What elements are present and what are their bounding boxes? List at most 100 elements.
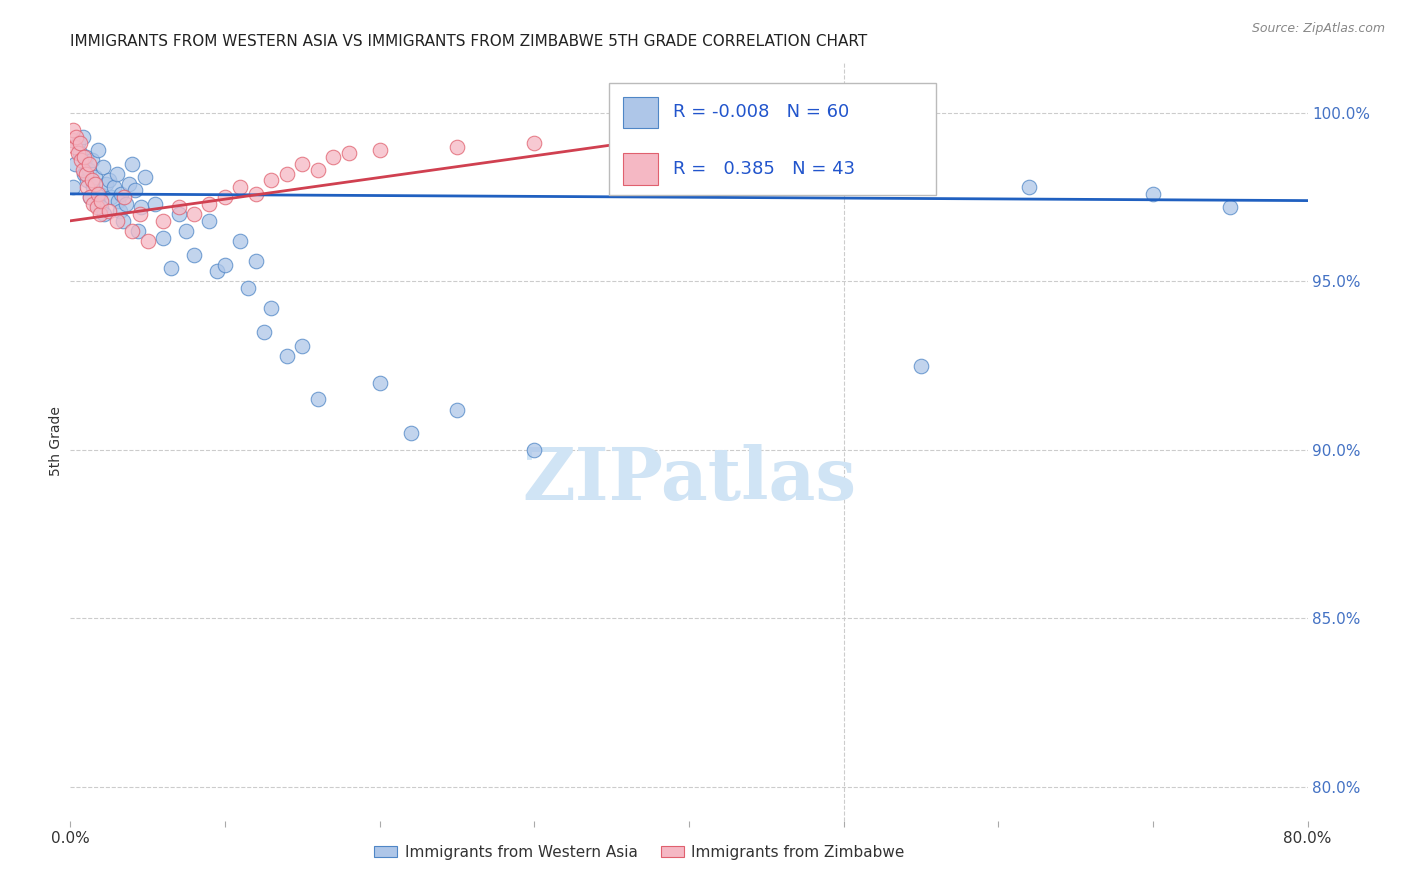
Point xyxy=(214,190,236,204)
Point xyxy=(260,173,283,187)
Point xyxy=(118,177,141,191)
Point xyxy=(76,180,98,194)
Point xyxy=(129,207,152,221)
Text: ZIPatlas: ZIPatlas xyxy=(522,444,856,515)
Point xyxy=(121,156,143,170)
Point xyxy=(1219,200,1241,214)
Point xyxy=(67,146,90,161)
Point xyxy=(84,169,107,184)
Point xyxy=(523,442,546,457)
Point xyxy=(89,186,111,201)
Point xyxy=(73,167,96,181)
Point xyxy=(134,169,156,184)
Point xyxy=(276,167,298,181)
Point xyxy=(80,153,103,168)
Point xyxy=(76,173,98,187)
Point xyxy=(79,190,101,204)
Point xyxy=(75,150,97,164)
Point xyxy=(1018,180,1040,194)
Point xyxy=(98,173,120,187)
Point xyxy=(93,207,115,221)
Point xyxy=(167,200,190,214)
Point xyxy=(82,180,105,194)
Point xyxy=(207,264,229,278)
Point xyxy=(60,133,83,147)
Point xyxy=(82,197,105,211)
Point xyxy=(245,186,267,201)
Point xyxy=(72,163,94,178)
Point xyxy=(62,180,84,194)
Point xyxy=(111,214,134,228)
Point xyxy=(108,203,131,218)
Point xyxy=(183,247,205,261)
Point xyxy=(91,160,114,174)
Point xyxy=(678,129,700,144)
Point xyxy=(446,402,468,417)
Point xyxy=(337,146,360,161)
Point xyxy=(183,207,205,221)
Point xyxy=(100,190,122,204)
Point xyxy=(65,129,87,144)
Point xyxy=(63,156,86,170)
Point xyxy=(73,150,96,164)
Point xyxy=(174,224,197,238)
Point xyxy=(229,234,252,248)
Point xyxy=(198,214,221,228)
Point xyxy=(260,301,283,316)
Point xyxy=(75,167,97,181)
Point xyxy=(523,136,546,151)
Point xyxy=(291,156,314,170)
Point xyxy=(87,143,110,157)
Point xyxy=(368,376,391,390)
Point xyxy=(70,153,93,168)
Point xyxy=(77,163,100,178)
Point xyxy=(446,139,468,153)
Point xyxy=(229,180,252,194)
Point xyxy=(160,260,183,275)
Point xyxy=(198,197,221,211)
Point xyxy=(90,194,112,208)
Point xyxy=(69,146,91,161)
Point xyxy=(98,203,120,218)
Point xyxy=(69,136,91,151)
Point xyxy=(110,186,132,201)
Point xyxy=(105,214,128,228)
Text: R = -0.008   N = 60: R = -0.008 N = 60 xyxy=(673,103,849,121)
Point xyxy=(124,184,146,198)
Point xyxy=(72,129,94,144)
Bar xyxy=(609,83,936,195)
Point xyxy=(307,163,329,178)
Point xyxy=(127,224,149,238)
Point xyxy=(87,186,110,201)
Point xyxy=(276,349,298,363)
Point xyxy=(80,173,103,187)
Text: IMMIGRANTS FROM WESTERN ASIA VS IMMIGRANTS FROM ZIMBABWE 5TH GRADE CORRELATION C: IMMIGRANTS FROM WESTERN ASIA VS IMMIGRAN… xyxy=(70,34,868,49)
Point xyxy=(307,392,329,407)
Point xyxy=(291,338,314,352)
Point xyxy=(253,325,276,339)
Point xyxy=(77,156,100,170)
Point xyxy=(94,177,117,191)
Point xyxy=(1142,186,1164,201)
Point xyxy=(322,150,344,164)
Point xyxy=(152,214,174,228)
Bar xyxy=(623,153,658,185)
Point xyxy=(79,190,101,204)
Point xyxy=(136,234,159,248)
Point xyxy=(214,258,236,272)
Point xyxy=(145,197,166,211)
Point xyxy=(245,254,267,268)
Text: Source: ZipAtlas.com: Source: ZipAtlas.com xyxy=(1251,22,1385,36)
Point xyxy=(62,123,84,137)
Point xyxy=(399,426,422,441)
Point xyxy=(107,194,129,208)
Y-axis label: 5th Grade: 5th Grade xyxy=(49,407,63,476)
Point xyxy=(86,197,108,211)
Point xyxy=(167,207,190,221)
Point xyxy=(105,167,128,181)
Point xyxy=(114,190,135,204)
Point xyxy=(115,197,138,211)
Point xyxy=(89,207,111,221)
Point xyxy=(131,200,153,214)
Point xyxy=(238,281,260,295)
